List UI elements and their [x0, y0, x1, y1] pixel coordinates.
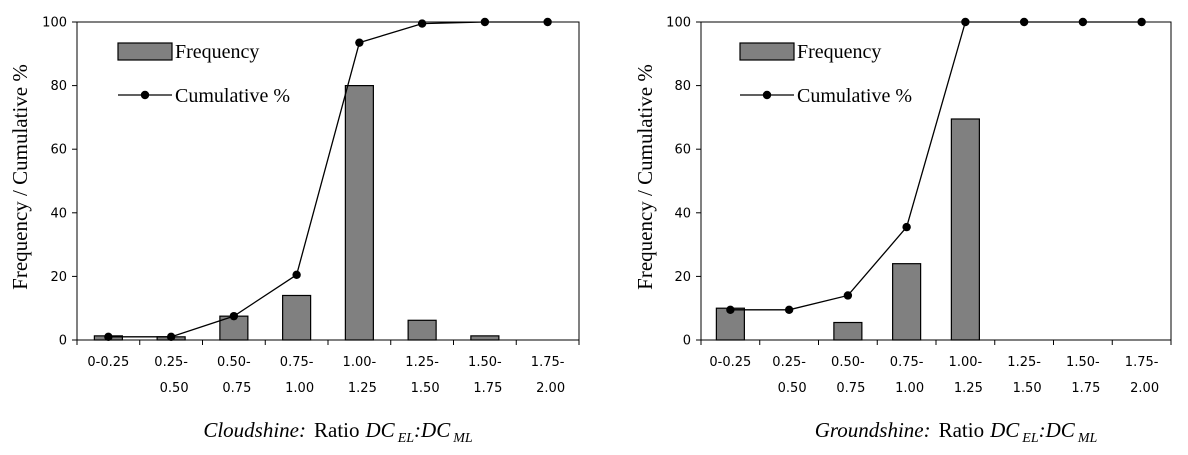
cumulative-line — [730, 21, 1142, 311]
x-tick-label-line2: 0.75 — [222, 381, 251, 396]
x-tick-label-line2: 2.00 — [1130, 381, 1159, 396]
y-tick-label: 0 — [59, 334, 67, 349]
x-tick-label-line2: 0.50 — [778, 381, 807, 396]
caption-colon: : — [1039, 418, 1046, 442]
cumulative-point — [1137, 17, 1146, 27]
x-axis-caption: Cloudshine: Ratio DC EL:DC ML — [203, 418, 473, 446]
cumulative-point — [417, 19, 427, 28]
caption-sub-1: EL — [1021, 431, 1039, 446]
frequency-bar — [470, 335, 500, 341]
y-tick-label: 40 — [674, 206, 691, 221]
y-tick-label: 40 — [50, 206, 67, 221]
y-axis-label: Frequency / Cumulative % — [633, 64, 657, 290]
cumulative-point — [961, 17, 970, 27]
x-tick-label: 1.25- — [1007, 355, 1041, 370]
cumulative-point — [726, 305, 735, 314]
x-tick-label-line2: 1.75 — [473, 381, 502, 396]
legend-frequency-swatch — [117, 42, 173, 61]
cumulative-point — [1019, 17, 1029, 27]
legend-cumulative-marker — [140, 90, 150, 100]
caption-dc-2: DC — [420, 418, 451, 442]
x-tick-label: 0.75- — [890, 355, 924, 370]
x-tick-label: 1.50- — [468, 355, 502, 370]
x-tick-label: 1.50- — [1066, 355, 1100, 370]
x-tick-label: 0.50- — [831, 355, 865, 370]
x-tick-label: 1.00- — [343, 355, 377, 370]
x-tick-label: 1.75- — [531, 355, 565, 370]
x-tick-label: 0.75- — [280, 355, 314, 370]
legend-cumulative-label: Cumulative % — [797, 85, 912, 107]
plot-frame — [700, 21, 1172, 341]
legend-frequency-label: Frequency — [797, 41, 881, 63]
caption-colon: : — [414, 418, 421, 442]
x-tick-label-line2: 2.00 — [536, 381, 565, 396]
y-tick-label: 0 — [683, 334, 691, 349]
caption-prefix: Groundshine: — [815, 418, 931, 442]
cumulative-point — [166, 332, 176, 342]
x-axis-caption: Groundshine: Ratio DC EL:DC ML — [815, 418, 1098, 446]
cloudshine-chart: Frequency / Cumulative % Cloudshine: Rati… — [8, 16, 580, 446]
caption-dc-2: DC — [1045, 418, 1076, 442]
cumulative-point — [843, 291, 853, 300]
frequency-bar — [892, 263, 922, 341]
y-tick-label: 100 — [42, 16, 67, 31]
cumulative-point — [104, 332, 113, 342]
frequency-bar — [950, 118, 980, 341]
y-tick-label: 60 — [674, 143, 691, 158]
x-tick-label-line2: 1.50 — [1013, 381, 1042, 396]
caption-dc-1: DC — [989, 418, 1020, 442]
legend-cumulative-marker — [762, 90, 772, 100]
caption-sub-2: ML — [1077, 431, 1098, 446]
cumulative-point — [292, 270, 301, 280]
x-tick-label: 1.75- — [1125, 355, 1159, 370]
frequency-bar — [344, 84, 374, 341]
y-tick-label: 20 — [50, 270, 67, 285]
x-tick-label-line2: 1.75 — [1071, 381, 1100, 396]
frequency-bar — [833, 321, 863, 341]
x-tick-label-line2: 1.25 — [954, 381, 983, 396]
x-tick-label-line2: 0.50 — [160, 381, 189, 396]
x-tick-label: 1.25- — [405, 355, 439, 370]
y-tick-label: 80 — [50, 79, 67, 94]
x-tick-label: 1.00- — [949, 355, 983, 370]
x-tick-label: 0-0.25 — [87, 355, 129, 370]
cumulative-point — [784, 305, 794, 314]
caption-ratio-word: Ratio — [939, 418, 985, 442]
x-tick-label-line2: 1.25 — [348, 381, 377, 396]
x-tick-label-line2: 1.50 — [411, 381, 440, 396]
frequency-bar — [715, 307, 745, 341]
cumulative-point — [902, 222, 911, 232]
x-tick-label: 0-0.25 — [709, 355, 751, 370]
y-tick-label: 60 — [50, 143, 67, 158]
cumulative-point — [543, 17, 552, 27]
x-tick-label: 0.25- — [154, 355, 188, 370]
y-axis-label: Frequency / Cumulative % — [8, 64, 32, 290]
groundshine-chart: Frequency / Cumulative % Groundshine: Rat… — [633, 16, 1172, 446]
frequency-bar — [282, 294, 312, 341]
x-tick-label: 0.50- — [217, 355, 251, 370]
cumulative-point — [1078, 17, 1088, 27]
frequency-bar — [407, 319, 437, 341]
caption-dc-1: DC — [365, 418, 396, 442]
x-tick-label-line2: 1.00 — [285, 381, 314, 396]
cumulative-point — [355, 38, 364, 47]
legend-cumulative-label: Cumulative % — [175, 85, 290, 107]
legend-frequency-label: Frequency — [175, 41, 259, 63]
y-tick-label: 80 — [674, 79, 691, 94]
x-tick-label: 0.25- — [772, 355, 806, 370]
cumulative-line — [108, 21, 548, 338]
x-tick-label-line2: 1.00 — [895, 381, 924, 396]
caption-sub-2: ML — [452, 431, 473, 446]
caption-sub-1: EL — [397, 431, 415, 446]
legend-frequency-swatch — [739, 42, 795, 61]
plot-frame — [76, 21, 580, 341]
caption-prefix: Cloudshine: — [203, 418, 306, 442]
y-tick-label: 20 — [674, 270, 691, 285]
cumulative-point — [229, 311, 239, 321]
x-tick-label-line2: 0.75 — [836, 381, 865, 396]
y-tick-label: 100 — [666, 16, 691, 31]
cumulative-point — [480, 17, 490, 27]
caption-ratio-word: Ratio — [314, 418, 360, 442]
